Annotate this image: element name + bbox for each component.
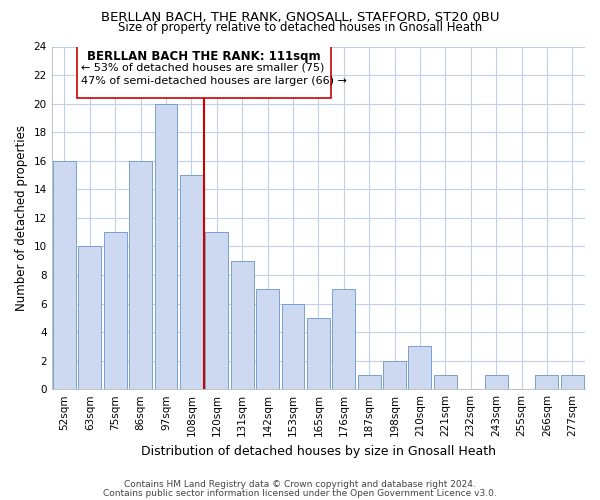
Text: BERLLAN BACH, THE RANK, GNOSALL, STAFFORD, ST20 0BU: BERLLAN BACH, THE RANK, GNOSALL, STAFFOR…: [101, 11, 499, 24]
Bar: [332, 289, 355, 389]
Text: BERLLAN BACH THE RANK: 111sqm: BERLLAN BACH THE RANK: 111sqm: [87, 50, 321, 63]
Bar: [409, 346, 431, 389]
Bar: [129, 160, 152, 389]
Text: Contains public sector information licensed under the Open Government Licence v3: Contains public sector information licen…: [103, 488, 497, 498]
X-axis label: Distribution of detached houses by size in Gnosall Heath: Distribution of detached houses by size …: [141, 444, 496, 458]
Bar: [434, 375, 457, 389]
Bar: [485, 375, 508, 389]
Y-axis label: Number of detached properties: Number of detached properties: [15, 125, 28, 311]
Bar: [155, 104, 178, 389]
Bar: [535, 375, 559, 389]
Bar: [281, 304, 304, 389]
Bar: [231, 260, 254, 389]
Text: Size of property relative to detached houses in Gnosall Heath: Size of property relative to detached ho…: [118, 22, 482, 35]
Bar: [79, 246, 101, 389]
Bar: [561, 375, 584, 389]
Bar: [256, 289, 279, 389]
Text: 47% of semi-detached houses are larger (66) →: 47% of semi-detached houses are larger (…: [81, 76, 347, 86]
Bar: [383, 360, 406, 389]
Bar: [205, 232, 228, 389]
Bar: [307, 318, 330, 389]
Text: ← 53% of detached houses are smaller (75): ← 53% of detached houses are smaller (75…: [81, 62, 324, 72]
Bar: [358, 375, 380, 389]
Text: Contains HM Land Registry data © Crown copyright and database right 2024.: Contains HM Land Registry data © Crown c…: [124, 480, 476, 489]
Bar: [77, 46, 331, 98]
Bar: [180, 175, 203, 389]
Bar: [53, 160, 76, 389]
Bar: [104, 232, 127, 389]
